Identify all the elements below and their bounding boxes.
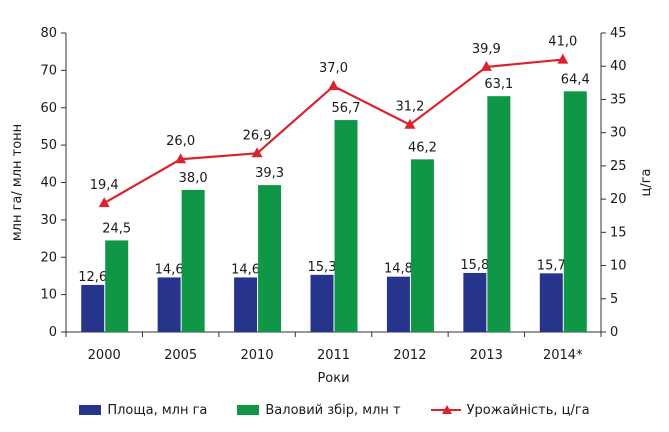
bar-area <box>539 273 563 332</box>
combo-chart: 0 10 20 30 40 50 60 70 80 0 5 10 15 20 25 30 35 40 45 2000 2… <box>10 26 654 386</box>
legend-item-harvest: Валовий збір, млн т <box>237 402 401 418</box>
x-tick-label: 2011 <box>317 348 350 363</box>
yield-marker <box>98 197 110 208</box>
bar-area <box>157 277 181 332</box>
bar-area-label: 15,8 <box>460 258 489 273</box>
bar-harvest-label: 39,3 <box>255 166 284 181</box>
y-tick-label-left: 0 <box>49 325 57 340</box>
x-tick-label: 2012 <box>393 348 426 363</box>
y-tick-label-left: 60 <box>40 101 57 116</box>
yield-label: 41,0 <box>548 35 577 50</box>
bar-area-label: 15,7 <box>537 258 566 273</box>
y-tick-label-right: 20 <box>610 192 627 207</box>
yield-label: 31,2 <box>395 100 424 115</box>
y-tick-label-right: 15 <box>610 225 627 240</box>
bar-area <box>310 274 334 332</box>
y-tick-label-left: 40 <box>40 176 57 191</box>
chart-legend: Площа, млн га Валовий збір, млн т Урожай… <box>0 398 669 422</box>
x-tick-label: 2014* <box>543 348 583 363</box>
bar-harvest-label: 64,4 <box>561 72 590 87</box>
y-tick-label-right: 0 <box>610 325 618 340</box>
bar-harvest-label: 46,2 <box>408 140 437 155</box>
x-axis-title: Роки <box>317 371 349 386</box>
yield-label: 26,0 <box>166 134 195 149</box>
y-tick-label-right: 10 <box>610 259 627 274</box>
bar-area-label: 14,6 <box>231 262 260 277</box>
y-tick-label-right: 40 <box>610 59 627 74</box>
bar-harvest <box>334 120 358 333</box>
legend-label-harvest: Валовий збір, млн т <box>265 402 401 418</box>
yield-marker <box>480 60 492 71</box>
bar-area-label: 14,6 <box>155 262 184 277</box>
y-tick-label-left: 50 <box>40 138 57 153</box>
bar-harvest-label: 56,7 <box>332 101 361 116</box>
bar-area <box>234 277 258 332</box>
y-tick-label-right: 30 <box>610 126 627 141</box>
bar-harvest-label: 63,1 <box>484 77 513 92</box>
legend-item-yield: Урожайність, ц/га <box>430 402 590 418</box>
yield-label: 26,9 <box>243 128 272 143</box>
legend-swatch-harvest <box>237 405 260 415</box>
x-tick-label: 2005 <box>164 348 197 363</box>
y-tick-label-right: 35 <box>610 92 627 107</box>
yield-label: 37,0 <box>319 61 348 76</box>
yield-marker <box>175 153 187 164</box>
bar-area-label: 15,3 <box>308 260 337 275</box>
yield-label: 19,4 <box>90 178 119 193</box>
bar-area <box>386 276 410 332</box>
y-axis-title-left: млн га/ млн тонн <box>10 124 25 241</box>
bar-harvest <box>410 159 434 332</box>
yield-marker <box>328 80 339 91</box>
y-tick-label-left: 80 <box>40 26 57 41</box>
bar-harvest <box>105 240 129 332</box>
bar-harvest <box>181 189 205 332</box>
bar-harvest <box>563 91 587 333</box>
y-tick-label-left: 10 <box>40 288 57 303</box>
y-tick-label-left: 20 <box>40 250 57 265</box>
y-tick-label-right: 45 <box>610 26 627 41</box>
bar-harvest <box>487 96 511 332</box>
legend-item-area: Площа, млн га <box>79 403 207 418</box>
y-axis-title-right: ц/га <box>639 168 654 196</box>
y-tick-label-right: 5 <box>610 292 618 307</box>
legend-swatch-yield <box>430 404 461 416</box>
bar-area-label: 12,6 <box>78 270 107 285</box>
y-tick-label-left: 70 <box>40 63 57 78</box>
y-tick-label-left: 30 <box>40 213 57 228</box>
bar-area <box>81 284 105 332</box>
x-tick-label: 2013 <box>470 348 503 363</box>
y-tick-label-right: 25 <box>610 159 627 174</box>
legend-label-area: Площа, млн га <box>107 402 208 418</box>
bar-harvest <box>258 185 282 332</box>
bar-harvest-label: 38,0 <box>179 171 208 186</box>
yield-marker <box>251 147 263 158</box>
bar-area <box>463 272 487 332</box>
x-tick-label: 2000 <box>88 348 121 363</box>
bar-area-label: 14,8 <box>384 262 413 277</box>
yield-label: 39,9 <box>472 42 501 57</box>
bar-harvest-label: 24,5 <box>102 221 131 236</box>
legend-swatch-area <box>79 405 102 415</box>
x-tick-label: 2010 <box>241 348 274 363</box>
yield-marker <box>557 53 569 64</box>
legend-label-yield: Урожайність, ц/га <box>466 402 590 418</box>
yield-marker <box>404 118 416 129</box>
